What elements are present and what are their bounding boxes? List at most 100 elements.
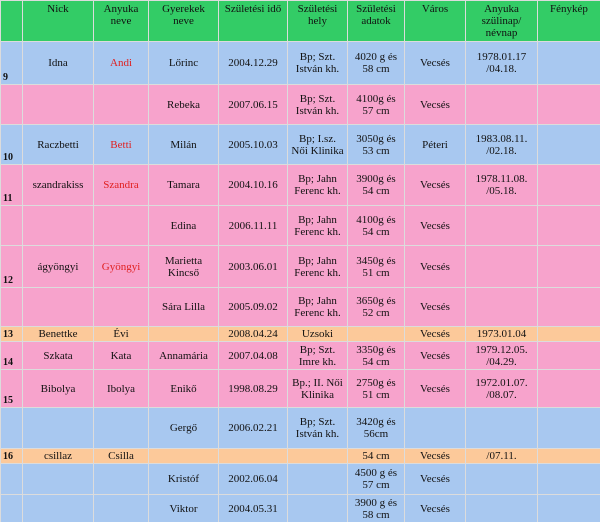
- row-number: 16: [0, 448, 23, 464]
- cell-text: 2003.06.01: [228, 260, 278, 273]
- cell-text: 3420g és 56cm: [356, 416, 396, 440]
- cell-text: 3900 g és 58 cm: [354, 497, 398, 521]
- cell-text: 4020 g és 58 cm: [354, 51, 398, 75]
- row-number: [0, 205, 23, 246]
- cell: [537, 369, 600, 408]
- cell: Vecsés: [404, 164, 466, 206]
- cell-text: 3900g és 54 cm: [356, 173, 396, 197]
- header-cell: Anyuka neve: [93, 0, 149, 42]
- cell-text: 2007.04.08: [228, 349, 278, 362]
- cell: 1978.11.08. /05.18.: [465, 164, 538, 206]
- cell-text: Bibolya: [40, 382, 76, 395]
- cell-text: Vecsés: [420, 349, 450, 362]
- cell: Bp; Jahn Ferenc kh.: [287, 245, 348, 288]
- cell: Bp.; II. Női Klinika: [287, 369, 348, 408]
- cell-text: Betti: [110, 138, 132, 151]
- cell: [22, 407, 94, 449]
- cell-text: Sára Lilla: [161, 301, 206, 313]
- cell-text: Bp; Szt. Imre kh.: [298, 343, 337, 368]
- cell: [22, 463, 94, 495]
- cell: [347, 326, 405, 342]
- cell: Bp; I.sz. Női Klinika: [287, 124, 348, 165]
- cell: Gyöngyi: [93, 245, 149, 288]
- cell-text: szandrakiss: [32, 179, 84, 191]
- cell: Vecsés: [404, 463, 466, 495]
- cell-text: Annamária: [159, 349, 208, 362]
- cell-text: 54 cm: [362, 450, 390, 462]
- cell-text: Ibolya: [106, 382, 136, 395]
- cell-text: Vecsés: [420, 98, 450, 111]
- cell-text: ágyöngyi: [37, 260, 79, 273]
- row-number: 12: [0, 245, 23, 288]
- cell: 4100g és 54 cm: [347, 205, 405, 246]
- cell-text: Edina: [170, 219, 197, 232]
- cell: 2007.06.15: [218, 84, 288, 125]
- cell: Évi: [93, 326, 149, 342]
- cell: Idna: [22, 41, 94, 85]
- cell: Vecsés: [404, 326, 466, 342]
- table-row: Edina 2006.11.11 Bp; Jahn Ferenc kh. 4100g …: [0, 205, 600, 246]
- header-cell: Fénykép: [537, 0, 600, 42]
- cell-text: Bp; Szt. István kh.: [295, 416, 340, 440]
- cell-text: 3450g és 51 cm: [356, 254, 396, 279]
- cell-text: Viktor: [169, 503, 198, 515]
- cell: 2002.06.04: [218, 463, 288, 495]
- cell: [287, 463, 348, 495]
- cell: Viktor: [148, 494, 219, 522]
- table-row: Kristóf 2002.06.04 4500 g és 57 cm Vecsés: [0, 463, 600, 495]
- cell: Bp; Szt. Imre kh.: [287, 341, 348, 370]
- cell-text: Rebeka: [167, 98, 200, 111]
- cell: 3350g és 54 cm: [347, 341, 405, 370]
- cell-text: 2005.09.02: [228, 301, 278, 313]
- row-number: [0, 407, 23, 449]
- cell-text: Kata: [110, 349, 132, 362]
- cell: szandrakiss: [22, 164, 94, 206]
- header-cell: Gyerekek neve: [148, 0, 219, 42]
- cell-text: Vecsés: [420, 57, 450, 69]
- row-number: 10: [0, 124, 23, 165]
- cell-text: Vecsés: [420, 382, 450, 395]
- cell: [22, 287, 94, 327]
- cell: Vecsés: [404, 494, 466, 522]
- cell-text: 10: [3, 152, 13, 163]
- cell: [537, 407, 600, 449]
- cell-text: Bp; Jahn Ferenc kh.: [294, 173, 341, 197]
- cell: [537, 205, 600, 246]
- cell: Bp; Jahn Ferenc kh.: [287, 164, 348, 206]
- cell: [22, 84, 94, 125]
- table-row: Viktor 2004.05.31 3900 g és 58 cm Vecsés: [0, 494, 600, 522]
- cell: [93, 205, 149, 246]
- cell-text: 2006.11.11: [228, 219, 278, 232]
- cell-text: /07.11.: [486, 450, 517, 462]
- cell: Ibolya: [93, 369, 149, 408]
- cell: Vecsés: [404, 205, 466, 246]
- table-row: Sára Lilla 2005.09.02 Bp; Jahn Ferenc kh. 3…: [0, 287, 600, 327]
- cell-text: Vecsés: [420, 473, 450, 485]
- cell: [537, 84, 600, 125]
- cell: Bp; Jahn Ferenc kh.: [287, 205, 348, 246]
- cell-text: 2004.05.31: [228, 503, 278, 515]
- cell: Benettke: [22, 326, 94, 342]
- cell: [148, 448, 219, 464]
- cell-text: Vecsés: [420, 260, 450, 273]
- cell-text: Kristóf: [167, 473, 200, 485]
- cell-text: Gyöngyi: [101, 260, 141, 273]
- cell-text: 2005.10.03: [228, 138, 278, 151]
- cell-text: 2004.10.16: [228, 179, 278, 191]
- cell-text: Andi: [110, 57, 132, 69]
- cell-text: 2008.04.24: [228, 328, 278, 340]
- cell: [148, 326, 219, 342]
- cell-text: 1973.01.04: [476, 328, 527, 340]
- cell: 2750g és 51 cm: [347, 369, 405, 408]
- cell: [537, 287, 600, 327]
- cell-text: Vecsés: [420, 503, 450, 515]
- cell: 2005.09.02: [218, 287, 288, 327]
- cell: 1973.01.04: [465, 326, 538, 342]
- cell: 1972.01.07. /08.07.: [465, 369, 538, 408]
- cell: Vecsés: [404, 341, 466, 370]
- table-row: 9 Idna Andi Lőrinc 2004.12.29 Bp; Szt. István…: [0, 41, 600, 85]
- cell: [404, 407, 466, 449]
- cell-text: Péteri: [422, 138, 448, 151]
- cell-text: 4100g és 57 cm: [356, 92, 396, 117]
- cell: Vecsés: [404, 287, 466, 327]
